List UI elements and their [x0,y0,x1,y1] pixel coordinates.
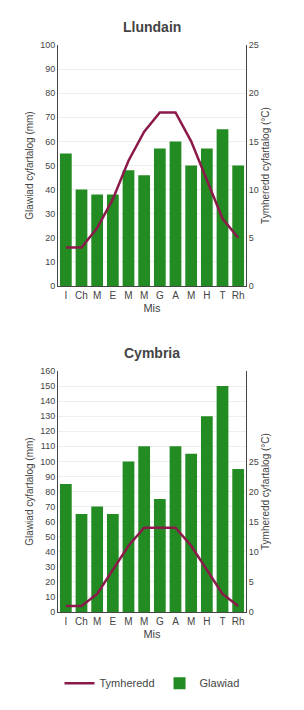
svg-text:M: M [124,616,132,627]
svg-text:G: G [156,616,164,627]
svg-text:G: G [156,290,164,301]
svg-text:90: 90 [45,472,55,482]
svg-text:0: 0 [249,607,254,617]
svg-text:M: M [140,616,148,627]
svg-text:20: 20 [45,233,55,243]
svg-text:160: 160 [40,366,55,376]
svg-text:130: 130 [40,411,55,421]
svg-text:0: 0 [249,281,254,291]
svg-text:100: 100 [40,457,55,467]
svg-text:A: A [172,616,179,627]
svg-text:Mis: Mis [143,302,161,314]
svg-text:Tymheredd cyfartalog (°C): Tymheredd cyfartalog (°C) [260,107,271,224]
svg-text:30: 30 [45,209,55,219]
svg-text:Llundain: Llundain [123,19,181,35]
svg-text:40: 40 [45,547,55,557]
svg-text:110: 110 [41,441,55,451]
svg-text:70: 70 [45,502,55,512]
svg-text:60: 60 [45,517,55,527]
svg-text:Mis: Mis [143,628,161,640]
svg-text:25: 25 [249,457,259,467]
svg-text:10: 10 [45,257,55,267]
svg-text:Glawiad cyfartalog (mm): Glawiad cyfartalog (mm) [24,111,35,219]
svg-text:20: 20 [249,487,259,497]
svg-text:M: M [93,616,101,627]
svg-text:Glawiad cyfartalog (mm): Glawiad cyfartalog (mm) [24,437,35,545]
svg-text:Tymheredd: Tymheredd [100,677,155,689]
svg-text:5: 5 [249,577,254,587]
svg-text:15: 15 [249,137,259,147]
svg-text:M: M [187,290,195,301]
svg-text:5: 5 [249,233,254,243]
svg-text:Rh: Rh [232,290,245,301]
svg-text:E: E [109,616,116,627]
svg-text:I: I [64,290,67,301]
svg-text:M: M [140,290,148,301]
svg-text:80: 80 [45,88,55,98]
svg-text:T: T [219,290,225,301]
svg-text:H: H [203,290,210,301]
svg-text:M: M [187,616,195,627]
svg-text:120: 120 [40,426,55,436]
svg-text:I: I [64,616,67,627]
svg-text:Ch: Ch [75,616,88,627]
svg-text:90: 90 [45,64,55,74]
svg-text:A: A [172,290,179,301]
svg-text:M: M [124,290,132,301]
svg-text:E: E [109,290,116,301]
svg-text:150: 150 [40,381,55,391]
svg-text:Cymbria: Cymbria [124,345,180,361]
svg-text:M: M [93,290,101,301]
svg-text:140: 140 [40,396,55,406]
svg-text:50: 50 [45,161,55,171]
svg-text:0: 0 [50,281,55,291]
svg-text:40: 40 [45,185,55,195]
svg-text:0: 0 [50,607,55,617]
svg-text:100: 100 [40,40,55,50]
svg-text:10: 10 [45,592,55,602]
svg-text:70: 70 [45,112,55,122]
svg-text:10: 10 [249,185,259,195]
svg-text:Tymheredd cyfartalog (°C): Tymheredd cyfartalog (°C) [260,433,271,550]
svg-text:15: 15 [249,517,259,527]
svg-text:30: 30 [45,562,55,572]
svg-text:Ch: Ch [75,290,88,301]
svg-text:20: 20 [45,577,55,587]
svg-text:20: 20 [249,88,259,98]
svg-text:60: 60 [45,137,55,147]
svg-text:T: T [219,616,225,627]
svg-text:Rh: Rh [232,616,245,627]
svg-text:50: 50 [45,532,55,542]
svg-text:10: 10 [249,547,259,557]
svg-text:25: 25 [249,40,259,50]
svg-text:Glawiad: Glawiad [200,677,240,689]
svg-text:80: 80 [45,487,55,497]
svg-text:H: H [203,616,210,627]
